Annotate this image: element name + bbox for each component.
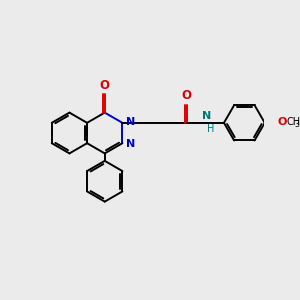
Text: O: O	[100, 79, 110, 92]
Text: O: O	[278, 117, 287, 127]
Text: N: N	[126, 139, 135, 149]
Text: H: H	[207, 124, 214, 134]
Text: N: N	[126, 117, 135, 127]
Text: CH: CH	[286, 117, 300, 127]
Text: N: N	[202, 111, 211, 121]
Text: O: O	[182, 89, 192, 102]
Text: 3: 3	[294, 120, 299, 129]
